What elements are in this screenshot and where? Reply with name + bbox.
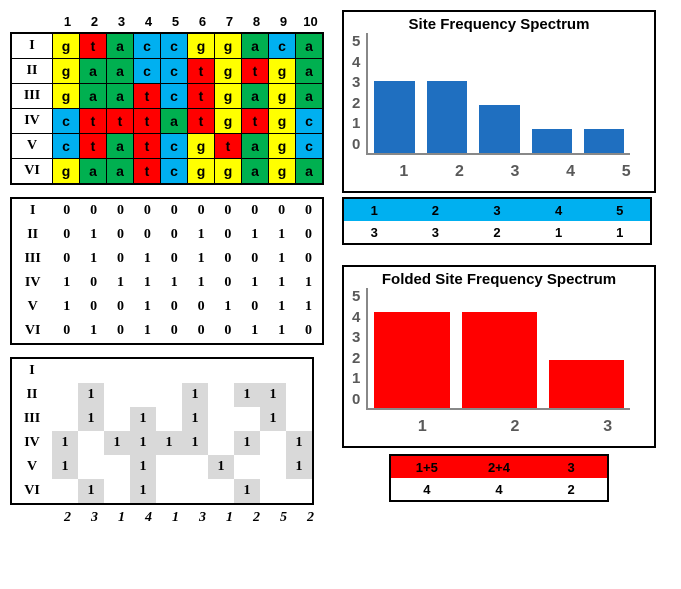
nuc-col-headers: 12345678910 bbox=[10, 10, 324, 32]
sfs-chart: Site Frequency Spectrum 012345 12345 bbox=[342, 10, 656, 193]
sfs-y-axis: 012345 bbox=[344, 33, 366, 153]
sfs-block: Site Frequency Spectrum 012345 12345 123… bbox=[342, 10, 656, 245]
nucleotide-matrix-block: 12345678910 IgtaccggacaIIgaacctgtgaIIIga… bbox=[10, 10, 324, 185]
folded-bars bbox=[366, 288, 630, 410]
sfs-title: Site Frequency Spectrum bbox=[344, 12, 654, 33]
nucleotide-matrix: IgtaccggacaIIgaacctgtgaIIIgaatctgagaIVct… bbox=[10, 32, 324, 185]
folded-x-labels: 123 bbox=[344, 410, 654, 446]
sfs-bars bbox=[366, 33, 630, 155]
folded-block: Folded Site Frequency Spectrum 012345 12… bbox=[342, 265, 656, 502]
sfs-x-labels: 12345 bbox=[344, 155, 654, 191]
binary-matrix: I0000000000II0100010110III0101010010IV10… bbox=[10, 197, 324, 345]
folded-title: Folded Site Frequency Spectrum bbox=[344, 267, 654, 288]
sfs-table: 1234533211 bbox=[342, 197, 652, 245]
grey-matrix-block: III1111III1111IV1111111V1111VI111 231413… bbox=[10, 357, 324, 531]
grey-matrix: III1111III1111IV1111111V1111VI111 bbox=[10, 357, 314, 505]
folded-y-axis: 012345 bbox=[344, 288, 366, 408]
folded-chart: Folded Site Frequency Spectrum 012345 12… bbox=[342, 265, 656, 448]
folded-table: 1+52+43442 bbox=[389, 454, 609, 502]
column-sums: 2314131252 bbox=[10, 505, 324, 531]
